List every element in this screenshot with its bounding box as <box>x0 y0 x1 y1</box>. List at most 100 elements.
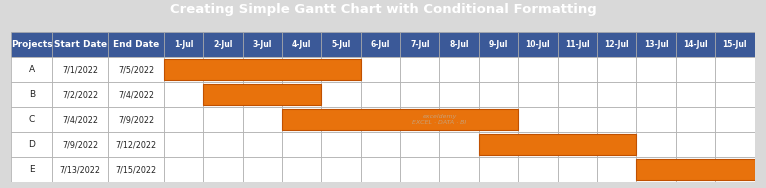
FancyBboxPatch shape <box>282 82 321 107</box>
FancyBboxPatch shape <box>203 32 243 57</box>
FancyBboxPatch shape <box>558 132 597 157</box>
FancyBboxPatch shape <box>400 157 440 182</box>
FancyBboxPatch shape <box>361 57 400 82</box>
FancyBboxPatch shape <box>361 32 400 57</box>
FancyBboxPatch shape <box>597 157 637 182</box>
FancyBboxPatch shape <box>519 132 558 157</box>
FancyBboxPatch shape <box>479 32 519 57</box>
Text: 10-Jul: 10-Jul <box>525 40 550 49</box>
FancyBboxPatch shape <box>558 107 597 132</box>
FancyBboxPatch shape <box>715 157 755 182</box>
FancyBboxPatch shape <box>164 107 203 132</box>
FancyBboxPatch shape <box>597 57 637 82</box>
FancyBboxPatch shape <box>519 107 558 132</box>
FancyBboxPatch shape <box>52 107 108 132</box>
FancyBboxPatch shape <box>361 107 400 132</box>
Text: 7/2/2022: 7/2/2022 <box>62 90 98 99</box>
FancyBboxPatch shape <box>108 57 164 82</box>
FancyBboxPatch shape <box>164 157 203 182</box>
FancyBboxPatch shape <box>558 82 597 107</box>
Text: 7/15/2022: 7/15/2022 <box>116 165 156 174</box>
Text: 7/4/2022: 7/4/2022 <box>62 115 98 124</box>
FancyBboxPatch shape <box>400 32 440 57</box>
FancyBboxPatch shape <box>637 157 676 182</box>
FancyBboxPatch shape <box>715 32 755 57</box>
Text: Projects: Projects <box>11 40 53 49</box>
FancyBboxPatch shape <box>479 157 519 182</box>
FancyBboxPatch shape <box>715 132 755 157</box>
FancyBboxPatch shape <box>440 82 479 107</box>
FancyBboxPatch shape <box>243 57 282 82</box>
Text: End Date: End Date <box>113 40 159 49</box>
FancyBboxPatch shape <box>243 32 282 57</box>
FancyBboxPatch shape <box>479 132 519 157</box>
FancyBboxPatch shape <box>597 132 637 157</box>
FancyBboxPatch shape <box>282 132 321 157</box>
FancyBboxPatch shape <box>597 107 637 132</box>
FancyBboxPatch shape <box>11 57 52 82</box>
FancyBboxPatch shape <box>400 132 440 157</box>
Text: C: C <box>29 115 35 124</box>
FancyBboxPatch shape <box>440 107 479 132</box>
Text: D: D <box>28 140 35 149</box>
FancyBboxPatch shape <box>479 107 519 132</box>
FancyBboxPatch shape <box>519 32 558 57</box>
FancyBboxPatch shape <box>321 32 361 57</box>
FancyBboxPatch shape <box>108 132 164 157</box>
FancyBboxPatch shape <box>321 107 361 132</box>
FancyBboxPatch shape <box>282 109 519 130</box>
FancyBboxPatch shape <box>597 82 637 107</box>
FancyBboxPatch shape <box>519 157 558 182</box>
FancyBboxPatch shape <box>203 82 243 107</box>
FancyBboxPatch shape <box>282 57 321 82</box>
FancyBboxPatch shape <box>676 32 715 57</box>
Text: B: B <box>29 90 35 99</box>
Text: 7/5/2022: 7/5/2022 <box>118 65 154 74</box>
FancyBboxPatch shape <box>519 82 558 107</box>
FancyBboxPatch shape <box>479 57 519 82</box>
Text: 14-Jul: 14-Jul <box>683 40 708 49</box>
FancyBboxPatch shape <box>321 132 361 157</box>
FancyBboxPatch shape <box>637 32 676 57</box>
Text: 7/13/2022: 7/13/2022 <box>60 165 100 174</box>
FancyBboxPatch shape <box>676 107 715 132</box>
Text: E: E <box>29 165 34 174</box>
FancyBboxPatch shape <box>400 57 440 82</box>
FancyBboxPatch shape <box>715 82 755 107</box>
Text: 7/1/2022: 7/1/2022 <box>62 65 98 74</box>
Text: Creating Simple Gantt Chart with Conditional Formatting: Creating Simple Gantt Chart with Conditi… <box>169 3 597 16</box>
Text: 7/9/2022: 7/9/2022 <box>118 115 154 124</box>
FancyBboxPatch shape <box>676 157 715 182</box>
FancyBboxPatch shape <box>203 157 243 182</box>
Text: 15-Jul: 15-Jul <box>722 40 747 49</box>
Text: 11-Jul: 11-Jul <box>565 40 590 49</box>
FancyBboxPatch shape <box>440 157 479 182</box>
FancyBboxPatch shape <box>203 132 243 157</box>
FancyBboxPatch shape <box>52 157 108 182</box>
FancyBboxPatch shape <box>243 82 282 107</box>
FancyBboxPatch shape <box>52 82 108 107</box>
FancyBboxPatch shape <box>440 32 479 57</box>
FancyBboxPatch shape <box>637 82 676 107</box>
Text: 5-Jul: 5-Jul <box>332 40 351 49</box>
FancyBboxPatch shape <box>676 132 715 157</box>
Text: 4-Jul: 4-Jul <box>292 40 311 49</box>
Text: 12-Jul: 12-Jul <box>604 40 629 49</box>
FancyBboxPatch shape <box>243 157 282 182</box>
FancyBboxPatch shape <box>203 107 243 132</box>
FancyBboxPatch shape <box>108 82 164 107</box>
FancyBboxPatch shape <box>11 132 52 157</box>
FancyBboxPatch shape <box>676 82 715 107</box>
FancyBboxPatch shape <box>479 134 637 155</box>
FancyBboxPatch shape <box>637 159 755 180</box>
FancyBboxPatch shape <box>400 82 440 107</box>
FancyBboxPatch shape <box>361 157 400 182</box>
FancyBboxPatch shape <box>321 82 361 107</box>
FancyBboxPatch shape <box>440 57 479 82</box>
FancyBboxPatch shape <box>108 32 164 57</box>
FancyBboxPatch shape <box>558 157 597 182</box>
FancyBboxPatch shape <box>108 107 164 132</box>
FancyBboxPatch shape <box>715 57 755 82</box>
FancyBboxPatch shape <box>558 57 597 82</box>
FancyBboxPatch shape <box>203 84 321 105</box>
